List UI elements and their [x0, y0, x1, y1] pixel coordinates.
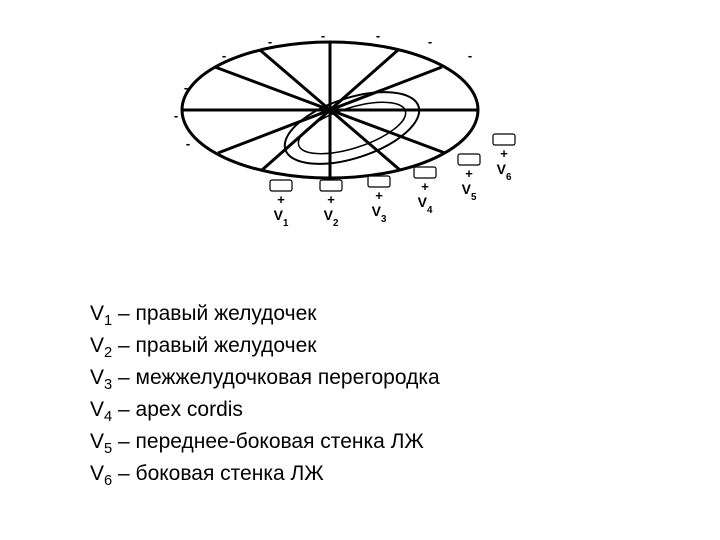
legend-sep: – — [112, 302, 135, 325]
lead-label: V3 — [372, 203, 387, 225]
legend-row: V2 – правый желудочек — [90, 332, 440, 364]
minus-icon: - — [186, 136, 190, 151]
electrode-box — [368, 176, 390, 187]
legend-sep: – — [112, 430, 135, 453]
legend-sub: 4 — [104, 409, 112, 425]
legend-sub: 5 — [104, 441, 112, 457]
legend-text: правый желудочек — [136, 334, 317, 357]
legend-row: V4 – apex cordis — [90, 396, 440, 428]
minus-icon: - — [468, 48, 472, 63]
minus-icon: - — [174, 108, 178, 123]
plus-icon: + — [327, 192, 335, 207]
lead-label: V1 — [274, 207, 289, 229]
legend-text: боковая стенка ЛЖ — [136, 462, 324, 485]
legend-sep: – — [112, 462, 135, 485]
minus-icon: - — [222, 48, 226, 63]
minus-icon: - — [321, 28, 325, 43]
plus-icon: + — [500, 146, 508, 161]
legend-lead: V — [90, 334, 104, 357]
legend-text: apex cordis — [136, 398, 243, 421]
legend-sub: 1 — [104, 313, 112, 329]
legend-sub: 6 — [104, 473, 112, 489]
lead-label: V6 — [497, 161, 512, 183]
electrode-box — [493, 134, 515, 145]
legend-sep: – — [112, 366, 135, 389]
legend-sep: – — [112, 334, 135, 357]
legend-sep: – — [112, 398, 135, 421]
legend-row: V3 – межжелудочковая перегородка — [90, 364, 440, 396]
legend-lead: V — [90, 302, 104, 325]
legend-lead: V — [90, 366, 104, 389]
minus-icon: - — [268, 34, 272, 49]
electrode-box — [320, 180, 342, 191]
legend-row: V6 – боковая стенка ЛЖ — [90, 460, 440, 492]
legend-row: V1 – правый желудочек — [90, 300, 440, 332]
minus-icon: - — [184, 80, 188, 95]
legend-row: V5 – переднее-боковая стенка ЛЖ — [90, 428, 440, 460]
plus-icon: + — [421, 179, 429, 194]
minus-icon: - — [376, 28, 380, 43]
legend-text: правый желудочек — [136, 302, 317, 325]
legend-sub: 2 — [104, 345, 112, 361]
plus-icon: + — [465, 166, 473, 181]
legend: V1 – правый желудочек V2 – правый желудо… — [90, 300, 440, 492]
legend-sub: 3 — [104, 377, 112, 393]
electrode-box — [458, 154, 480, 165]
electrode-box — [270, 180, 292, 191]
legend-lead: V — [90, 462, 104, 485]
electrode-box — [414, 167, 436, 178]
legend-lead: V — [90, 398, 104, 421]
lead-label: V4 — [418, 194, 433, 216]
plus-icon: + — [277, 192, 285, 207]
plus-icon: + — [375, 188, 383, 203]
ecg-lead-diagram: ---------+V1+V2+V3+V4+V5+V6 — [160, 20, 540, 240]
legend-lead: V — [90, 430, 104, 453]
legend-text: переднее-боковая стенка ЛЖ — [136, 430, 424, 453]
lead-label: V5 — [462, 181, 477, 203]
lead-label: V2 — [324, 207, 339, 229]
legend-text: межжелудочковая перегородка — [136, 366, 440, 389]
minus-icon: - — [428, 34, 432, 49]
